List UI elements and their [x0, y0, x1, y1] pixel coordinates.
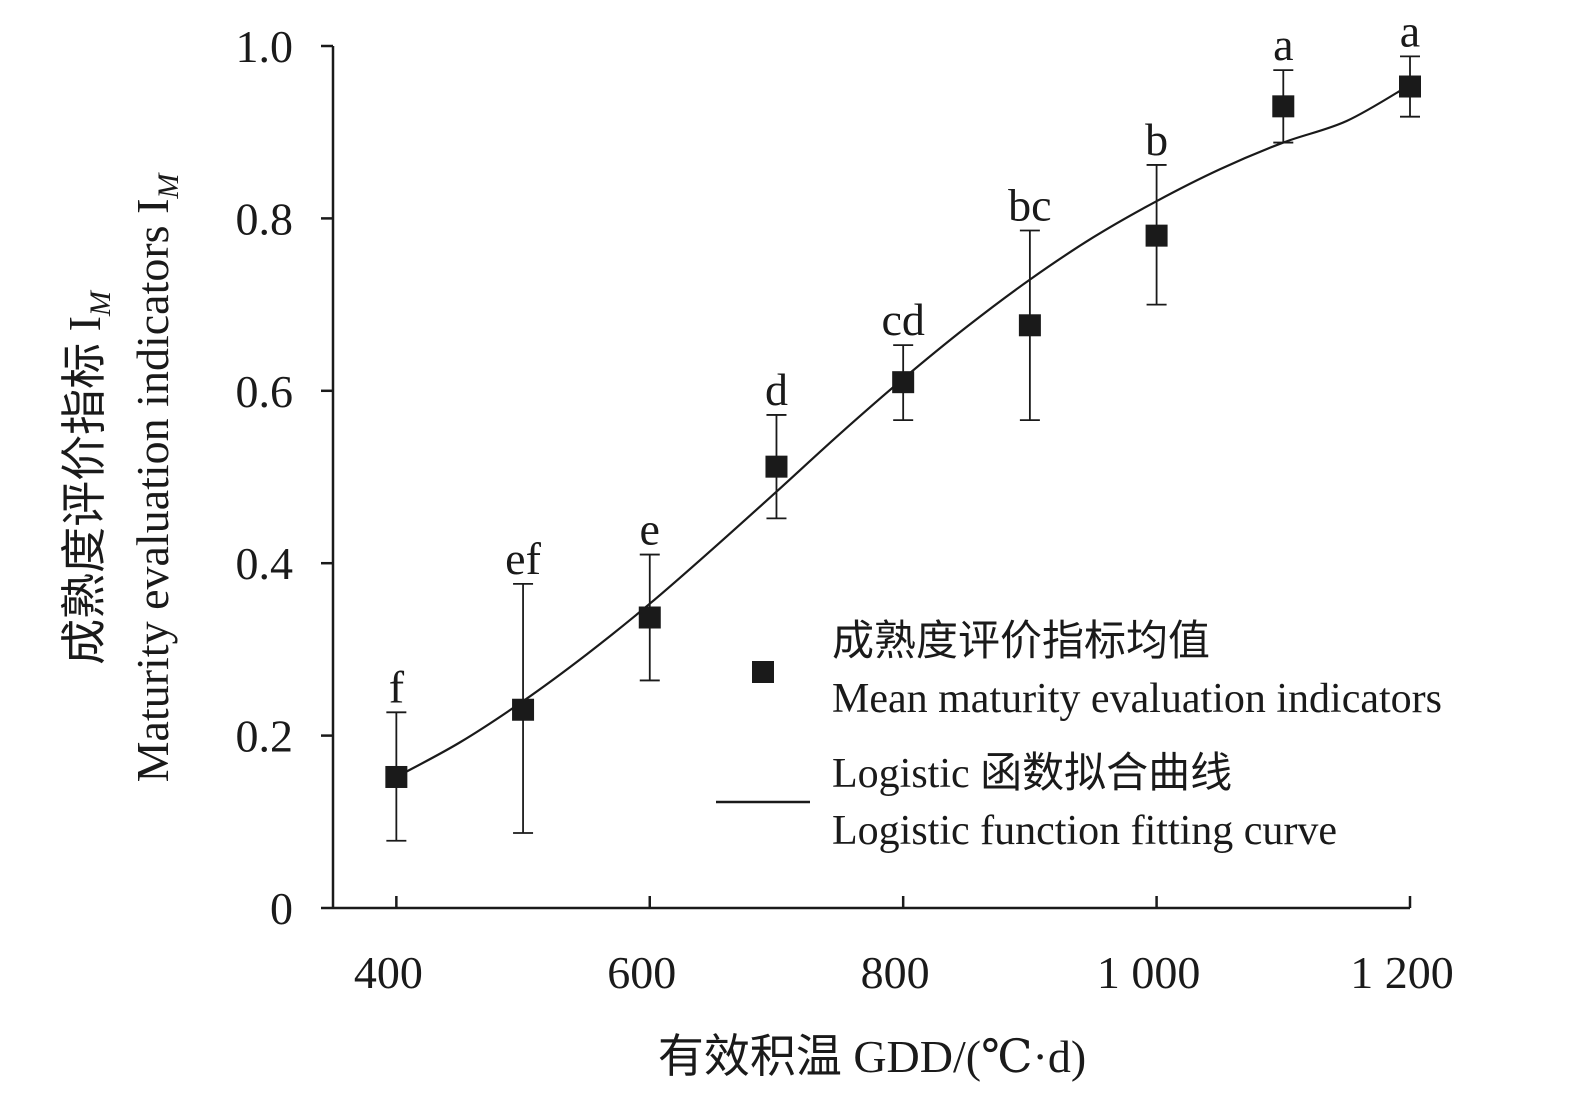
x-tick-label-1: 600: [607, 947, 676, 998]
legend-item-1-line-1: 成熟度评价指标均值: [832, 619, 1210, 665]
y-tick-label-1: 0.2: [236, 711, 294, 762]
significance-label-4: cd: [881, 294, 924, 345]
data-point-4: [892, 371, 915, 394]
fit-curve: [395, 83, 1411, 778]
y-tick-label-4: 0.8: [236, 193, 294, 244]
legend-item-2-line-2: Logistic function fitting curve: [832, 808, 1337, 854]
x-tick-label-2: 800: [861, 947, 930, 998]
significance-label-7: a: [1273, 19, 1293, 70]
x-tick-label-4: 1 200: [1350, 947, 1454, 998]
y-ticks: 0 0.2 0.4 0.6 0.8 1.0: [236, 21, 333, 934]
error-bars: [386, 55, 1420, 842]
y-tick-label-2: 0.4: [236, 538, 294, 589]
significance-label-1: ef: [505, 533, 541, 584]
data-point-3: [765, 455, 788, 478]
data-point-7: [1272, 95, 1295, 118]
data-point-1: [512, 698, 535, 721]
legend-marker-square: [752, 661, 774, 683]
y-axis-title-en-group: Maturity evaluation indicators IM: [127, 172, 185, 783]
legend: 成熟度评价指标均值 Mean maturity evaluation indic…: [716, 619, 1442, 854]
x-tick-label-0: 400: [354, 947, 423, 998]
y-axis-title-cn: 成熟度评价指标 IM: [59, 289, 117, 665]
significance-label-2: e: [640, 504, 660, 555]
y-axis-title-en: Maturity evaluation indicators IM: [127, 172, 185, 783]
legend-item-2-line-1: Logistic 函数拟合曲线: [832, 751, 1232, 797]
y-tick-label-3: 0.6: [236, 366, 294, 417]
data-point-8: [1399, 75, 1421, 98]
x-tick-label-3: 1 000: [1097, 947, 1201, 998]
data-point-6: [1145, 224, 1168, 247]
x-axis-title: 有效积温 GDD/(℃·d): [658, 1031, 1086, 1082]
data-point-5: [1018, 314, 1041, 337]
y-tick-label-0: 0: [270, 883, 293, 934]
significance-label-5: bc: [1008, 179, 1051, 230]
data-point-2: [638, 606, 661, 629]
markers: [385, 75, 1421, 788]
significance-labels: f ef e d cd bc b a a: [389, 5, 1421, 712]
axes: [331, 46, 1410, 910]
significance-label-3: d: [765, 364, 788, 415]
significance-label-0: f: [389, 661, 405, 712]
legend-item-1-line-2: Mean maturity evaluation indicators: [832, 676, 1442, 722]
y-axis-title: 成熟度评价指标 IM: [59, 289, 117, 665]
x-ticks: 400 600 800 1 000 1 200: [354, 896, 1454, 998]
significance-label-6: b: [1145, 114, 1168, 165]
y-tick-label-5: 1.0: [236, 21, 294, 72]
data-point-0: [385, 765, 408, 788]
significance-label-8: a: [1400, 5, 1420, 56]
